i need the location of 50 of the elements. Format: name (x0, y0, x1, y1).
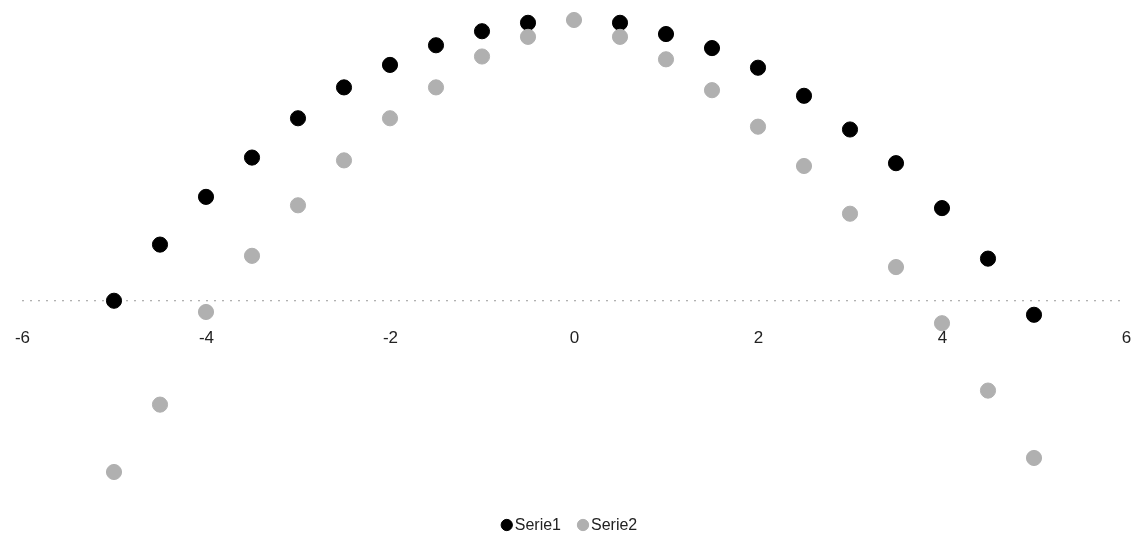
point (611, 28, 629, 45)
point (841, 205, 859, 222)
point (749, 118, 767, 135)
legend-label: Serie2 (591, 516, 638, 533)
point (105, 292, 123, 309)
point (749, 59, 767, 76)
point (887, 155, 905, 172)
point (795, 87, 813, 104)
point (933, 200, 951, 217)
point (887, 259, 905, 276)
point (381, 110, 399, 127)
x-tick-label: 4 (937, 327, 948, 347)
point (611, 14, 629, 31)
point (979, 382, 997, 399)
point (473, 23, 491, 40)
x-tick-label: 6 (1121, 327, 1132, 347)
x-tick-label: -2 (382, 327, 399, 347)
x-tick-label: 0 (569, 327, 580, 347)
point (657, 25, 675, 43)
point (841, 121, 859, 138)
x-tick-label: 2 (753, 327, 764, 347)
point (243, 247, 261, 264)
point (105, 463, 123, 481)
point (703, 40, 721, 57)
point (1025, 306, 1043, 323)
point (243, 149, 261, 166)
point (795, 157, 813, 175)
point (427, 37, 445, 54)
legend-label: Serie1 (514, 516, 562, 533)
point (289, 197, 307, 214)
point (197, 188, 215, 205)
x-tick-label: -4 (198, 327, 215, 347)
point (381, 56, 399, 73)
point (933, 315, 951, 332)
point (1025, 449, 1043, 467)
point (519, 28, 537, 45)
point (151, 236, 169, 253)
point (979, 250, 997, 267)
point (197, 303, 215, 321)
point (703, 82, 721, 99)
point (151, 396, 169, 413)
x-tick-label: -6 (14, 327, 31, 347)
point (519, 14, 537, 31)
point (427, 79, 445, 96)
point (335, 79, 353, 96)
point (565, 11, 583, 29)
point (289, 110, 307, 127)
point (335, 152, 353, 169)
point (473, 48, 491, 65)
point (657, 51, 675, 68)
